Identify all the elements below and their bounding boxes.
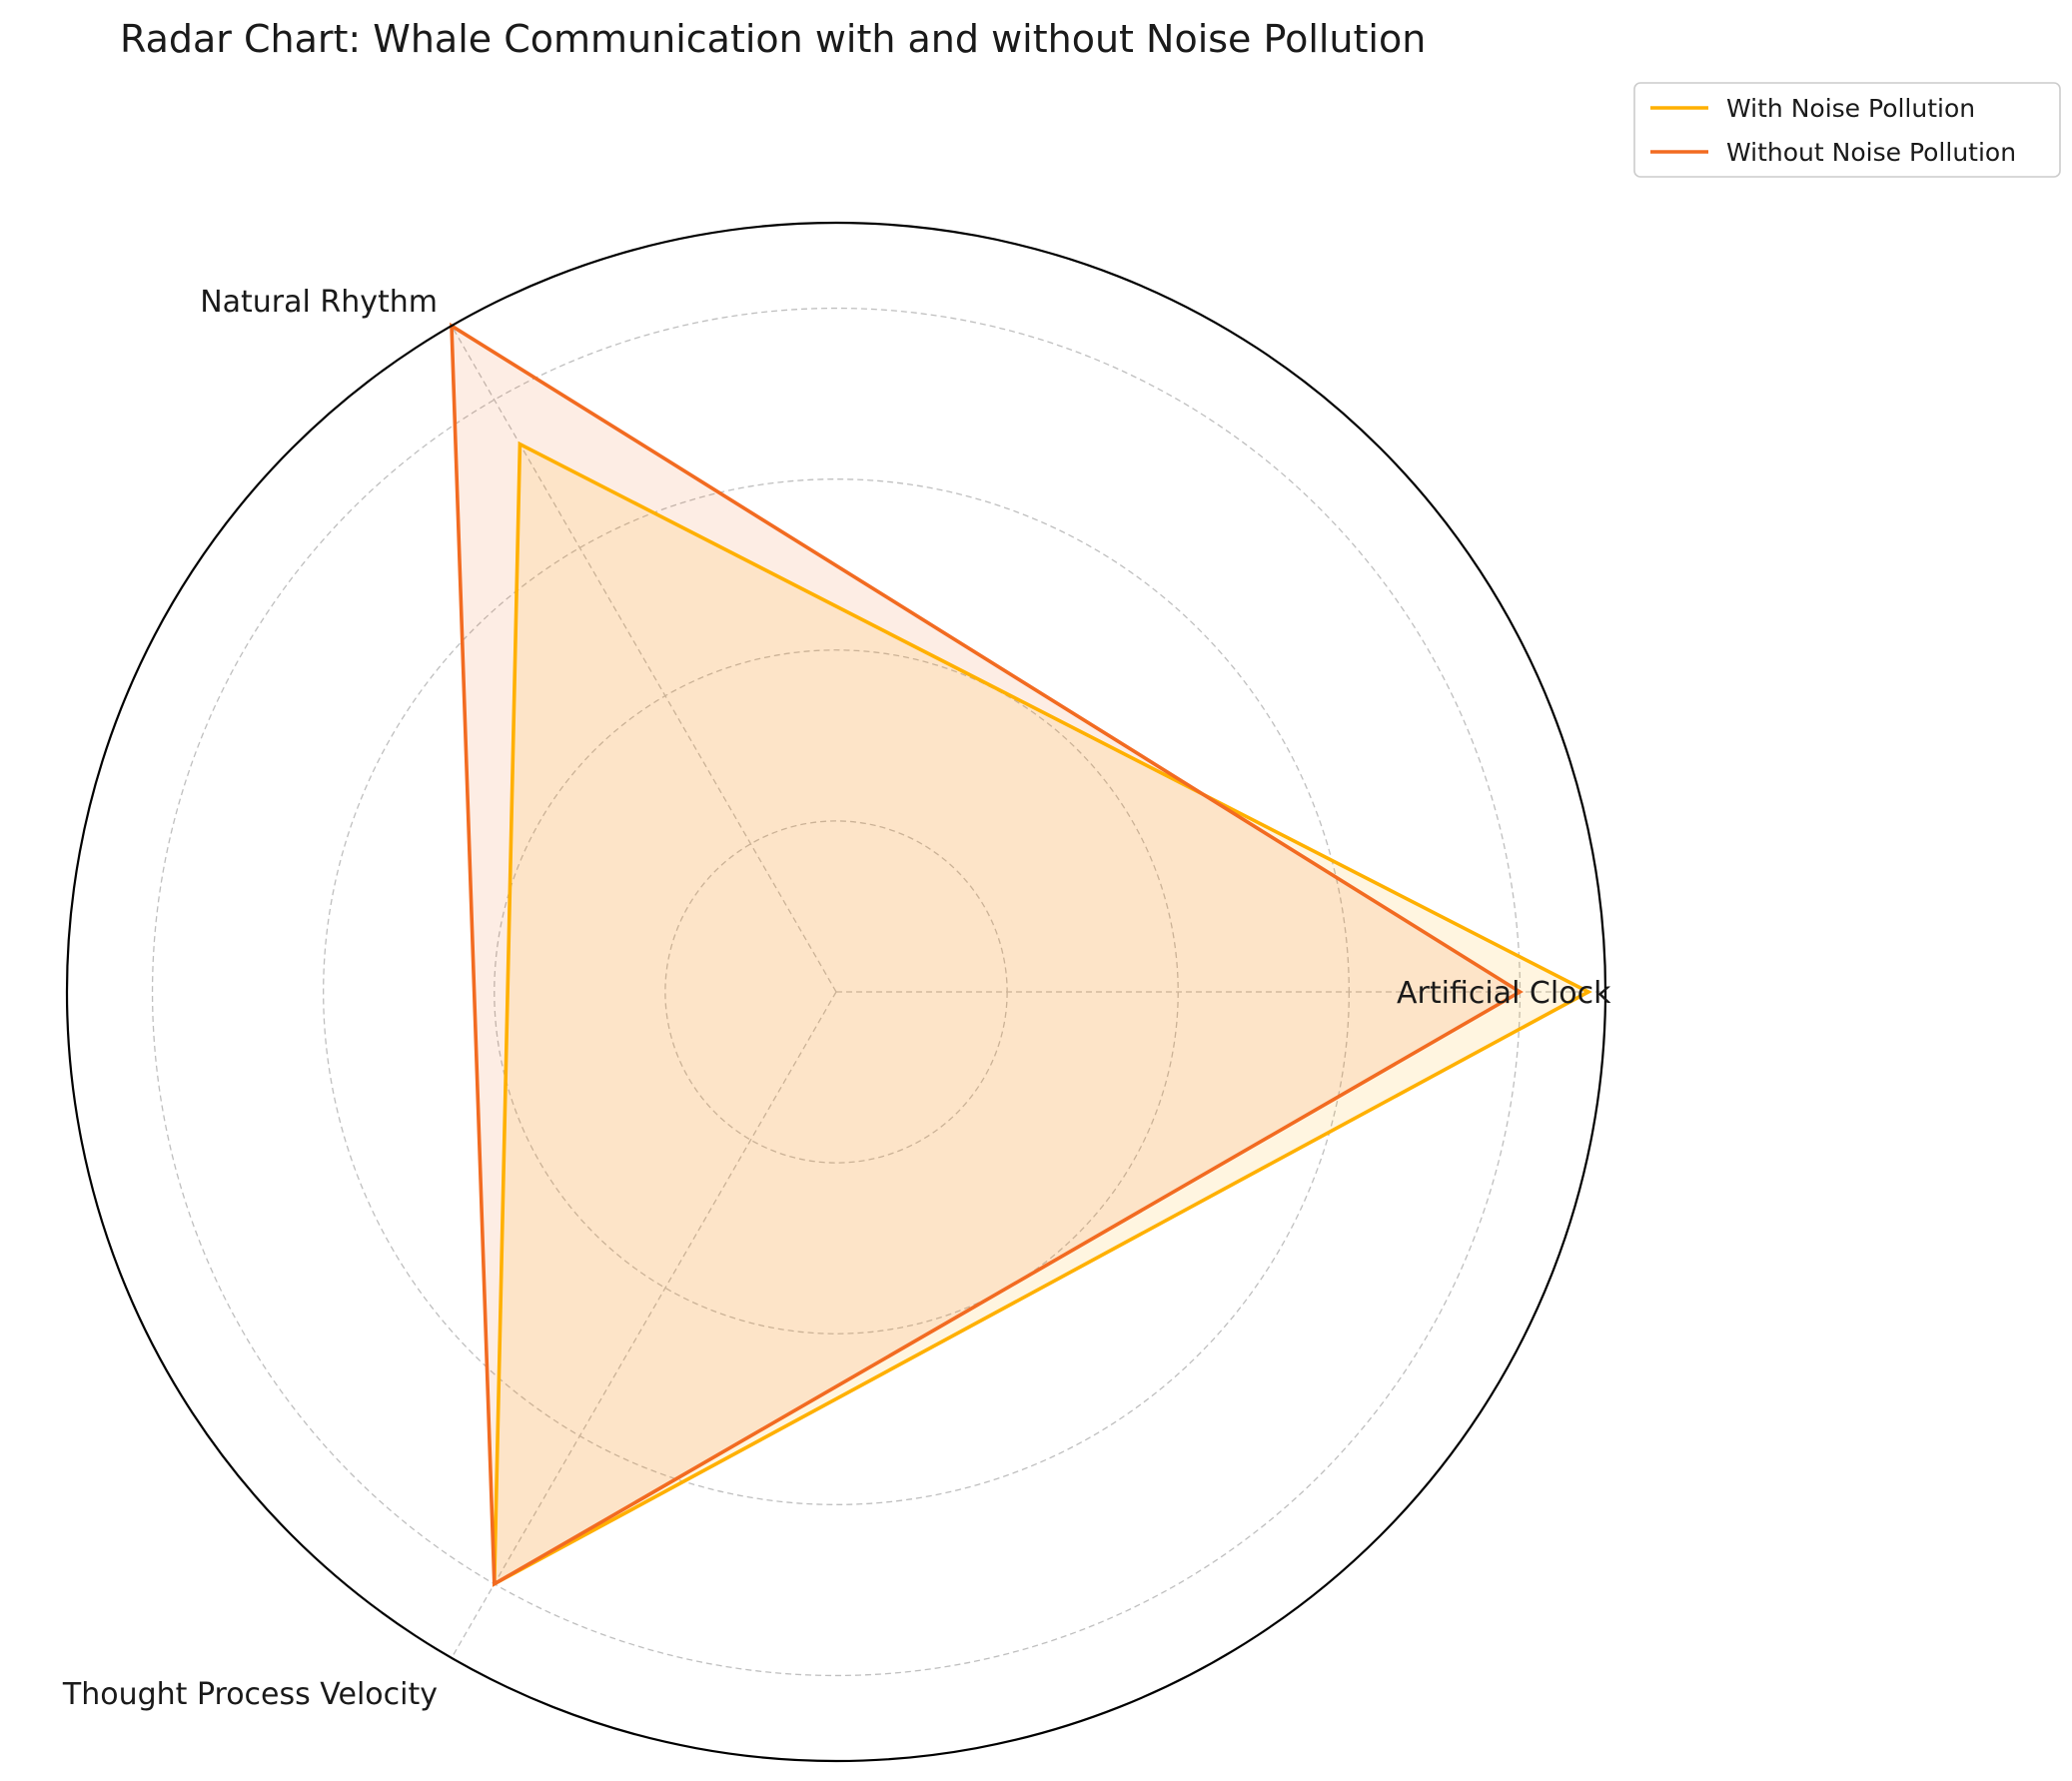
spoke-3 <box>451 991 837 1659</box>
legend: With Noise Pollution Without Noise Pollut… <box>1633 82 2061 178</box>
legend-frame <box>1633 82 2061 178</box>
series-line-1 <box>492 441 1592 1587</box>
series-fill-1 <box>494 444 1588 1584</box>
outer-ring <box>65 221 1607 1763</box>
series-line-2 <box>450 322 1524 1587</box>
chart-title: Radar Chart: Whale Communication with an… <box>120 17 1426 61</box>
axis-labels: Artificial Clock Natural Rhythm Thought Pr… <box>62 285 1611 1712</box>
axis-label-3: Thought Process Velocity <box>62 1677 438 1712</box>
axis-label-2: Natural Rhythm <box>200 285 438 320</box>
legend-label-1: With Noise Pollution <box>1726 94 1975 123</box>
legend-label-2: Without Noise Pollution <box>1726 138 2016 167</box>
series-fill-2 <box>452 326 1521 1584</box>
spoke-2 <box>451 325 837 993</box>
axis-label-1: Artificial Clock <box>1397 976 1611 1011</box>
series-lines <box>450 322 1592 1587</box>
series-fills <box>452 326 1588 1584</box>
